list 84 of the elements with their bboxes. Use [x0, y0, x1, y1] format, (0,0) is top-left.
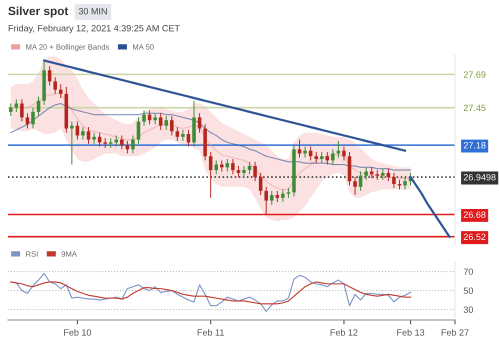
candlestick: [253, 161, 257, 182]
candlestick: [126, 140, 130, 154]
candlestick: [198, 112, 202, 134]
candlestick: [148, 110, 152, 125]
y-tick-label: 70: [464, 268, 474, 275]
y-tick-label: 26.9498: [464, 174, 496, 180]
line-series: [42, 59, 406, 152]
candlestick: [14, 98, 18, 112]
candlestick: [36, 96, 40, 117]
line-series: [409, 176, 451, 238]
candlestick: [31, 107, 35, 129]
candlestick: [403, 176, 407, 190]
candlestick: [248, 161, 252, 175]
y-tick-label: 27.18: [464, 142, 486, 149]
candlestick: [114, 134, 118, 148]
candlestick: [281, 189, 285, 202]
candlestick: [298, 139, 302, 158]
candlestick: [120, 134, 124, 150]
candlestick: [386, 168, 390, 182]
candlestick: [264, 186, 268, 215]
candlestick: [136, 116, 140, 144]
x-tick-label: Feb 11: [198, 329, 224, 336]
candlestick: [164, 116, 168, 130]
text: 30 MIN: [78, 8, 107, 14]
candlestick: [208, 152, 212, 198]
candlestick: [142, 110, 146, 126]
candlestick: [326, 152, 330, 166]
candlestick: [220, 160, 224, 172]
candlestick: [258, 172, 262, 196]
candlestick: [381, 168, 385, 180]
candlestick: [20, 98, 24, 122]
candlestick: [308, 146, 312, 161]
candlestick: [303, 146, 307, 158]
candlestick: [320, 152, 324, 164]
candlestick: [186, 129, 190, 148]
candlestick: [270, 190, 274, 206]
candlestick: [58, 84, 63, 98]
candlestick: [331, 148, 335, 166]
x-tick-label: Feb 27: [442, 329, 469, 336]
candlestick: [9, 103, 13, 117]
candlestick: [76, 121, 80, 140]
candlestick: [398, 179, 402, 190]
candlestick: [92, 132, 96, 144]
candlestick: [392, 172, 396, 189]
candlestick: [231, 158, 235, 175]
candlestick: [131, 134, 135, 154]
y-tick-label: 30: [464, 306, 474, 313]
candlestick: [276, 190, 280, 202]
candlestick: [176, 126, 180, 142]
candlestick: [86, 126, 90, 144]
y-tick-label: 27.69: [464, 71, 486, 78]
candlestick: [342, 146, 346, 161]
candlestick: [364, 166, 368, 180]
chart-subtitle: Friday, February 12, 2021 4:39:25 AM CET: [8, 24, 180, 34]
candlestick: [48, 66, 52, 86]
candlestick: [336, 140, 340, 158]
candlestick: [53, 76, 57, 94]
line-series: [10, 281, 412, 304]
candlestick: [98, 132, 102, 148]
x-tick-label: Feb 10: [64, 329, 92, 336]
candlestick: [370, 166, 374, 179]
candlestick: [353, 176, 357, 196]
x-tick-label: Feb 13: [397, 329, 424, 336]
candlestick: [236, 165, 240, 178]
x-tick-label: Feb 12: [330, 329, 358, 336]
candlestick: [158, 112, 162, 130]
candlestick: [103, 138, 107, 148]
candlestick: [214, 160, 218, 175]
candlestick: [108, 138, 113, 148]
y-tick-label: 50: [464, 287, 474, 294]
candlestick: [70, 121, 74, 166]
candlestick: [153, 112, 157, 125]
candlestick: [26, 112, 30, 129]
candlestick: [170, 116, 174, 136]
candlestick: [181, 129, 185, 142]
candlestick: [226, 158, 230, 172]
y-tick-label: 26.52: [464, 234, 486, 240]
chart-title: Silver spot: [8, 6, 68, 18]
candlestick: [242, 165, 246, 178]
y-tick-label: 26.68: [464, 211, 486, 218]
y-tick-label: 27.45: [464, 104, 486, 112]
candlestick: [358, 171, 362, 192]
candlestick: [81, 126, 85, 140]
candlestick: [314, 152, 318, 164]
